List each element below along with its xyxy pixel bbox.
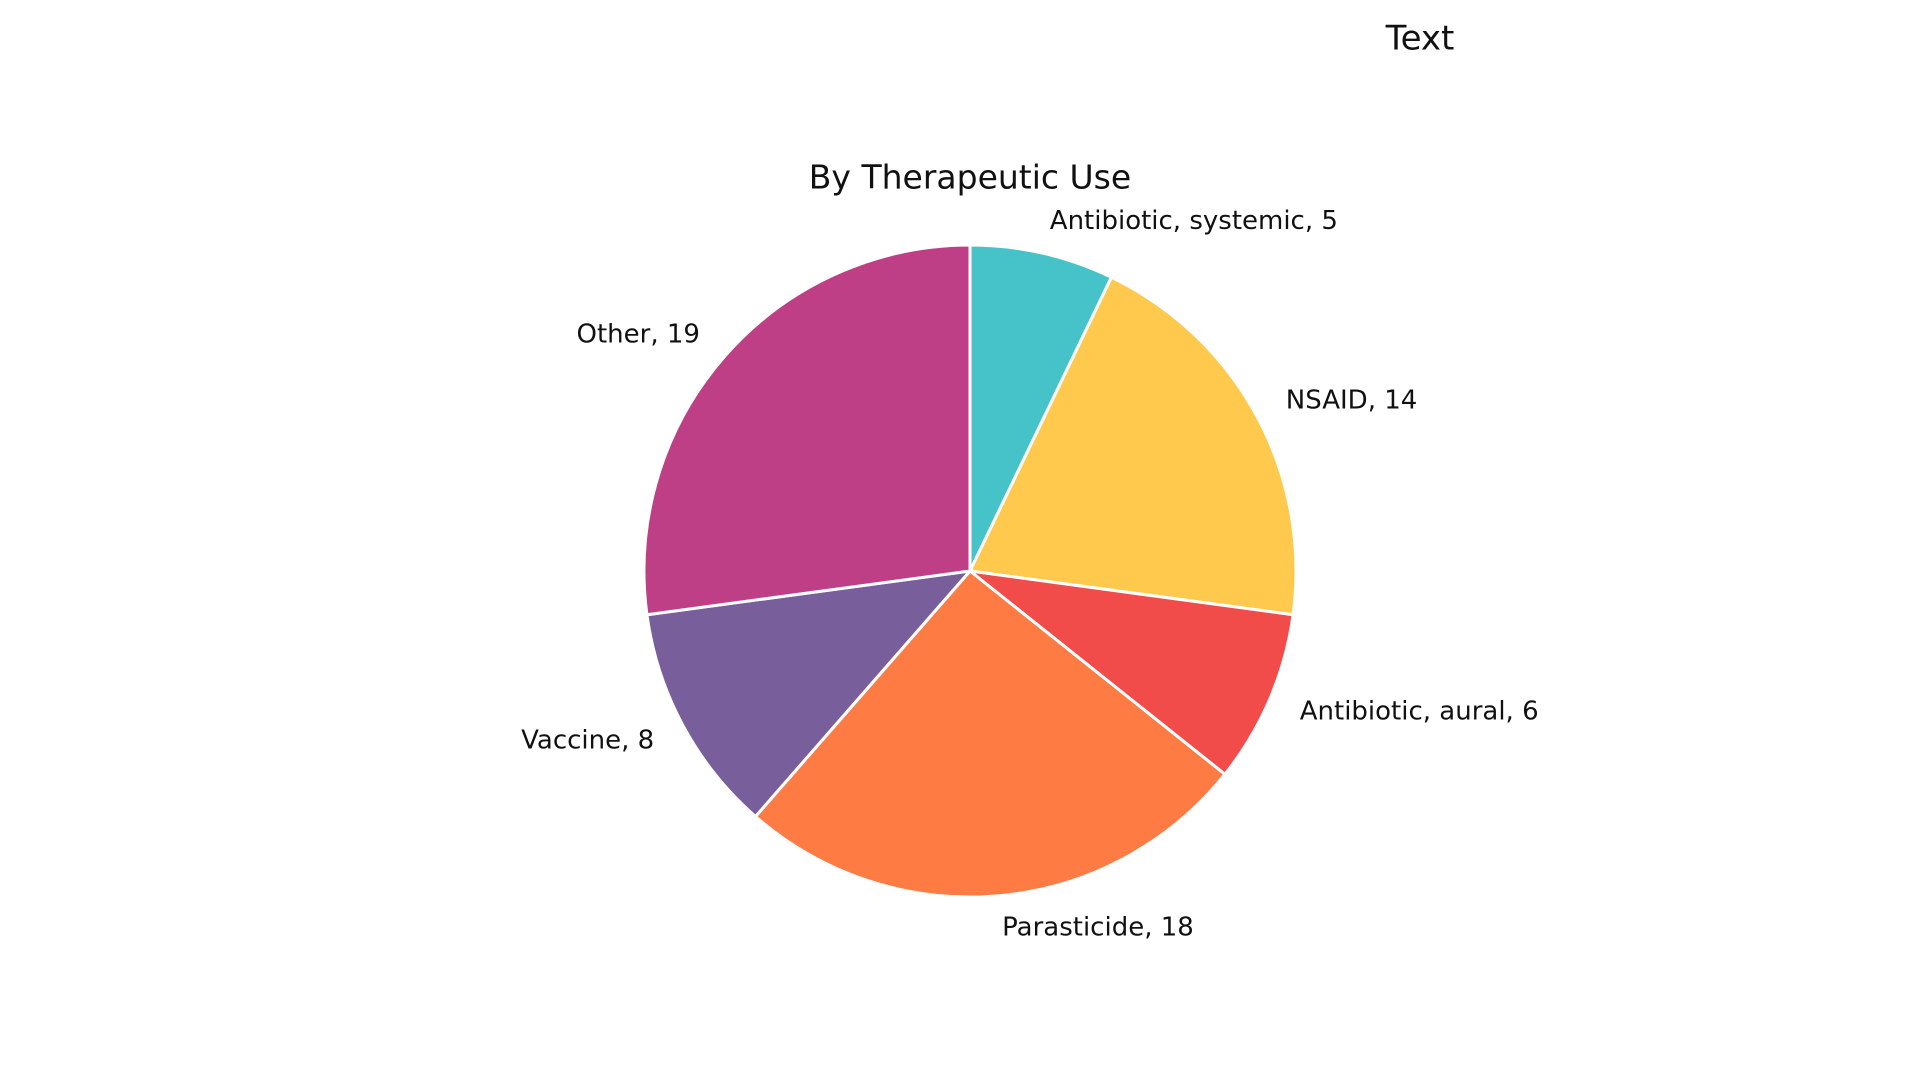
pie-slice xyxy=(967,275,1298,617)
chart-title: By Therapeutic Use xyxy=(809,158,1131,197)
slice-label: Antibiotic, aural, 6 xyxy=(1300,696,1539,726)
slice-label: NSAID, 14 xyxy=(1286,386,1418,416)
pie-slice xyxy=(645,568,974,819)
slice-label: Vaccine, 8 xyxy=(521,725,654,755)
pie-slice xyxy=(753,568,1227,899)
pie-slice xyxy=(642,243,972,617)
slice-label: Other, 19 xyxy=(577,320,700,350)
slice-label: Parasticide, 18 xyxy=(1002,913,1194,943)
slice-label: Antibiotic, systemic, 5 xyxy=(1050,206,1338,236)
pie-slice xyxy=(964,568,1295,777)
annotation: Text xyxy=(1385,19,1455,59)
pie-slice xyxy=(968,243,1114,572)
